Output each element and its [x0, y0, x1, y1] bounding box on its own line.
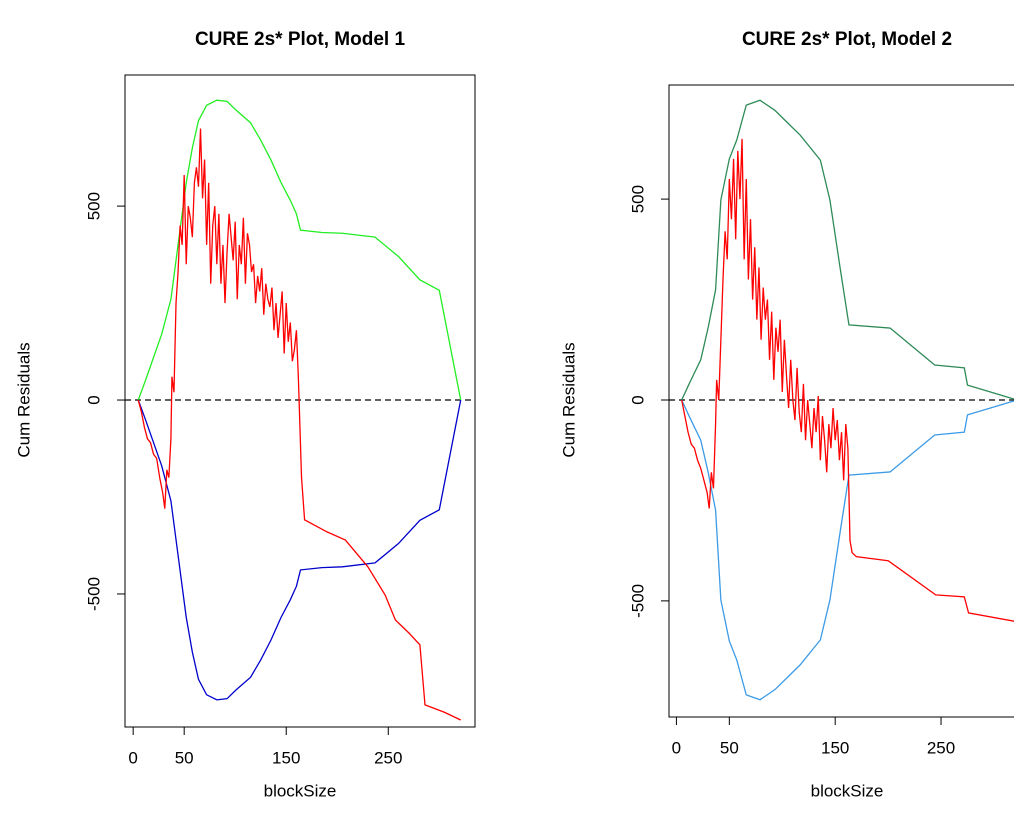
- x-axis-label: blockSize: [811, 781, 884, 800]
- data-line: [681, 399, 1014, 701]
- y-axis-label: Cum Residuals: [559, 342, 578, 457]
- x-tick-label: 50: [175, 748, 194, 767]
- y-tick-label: 500: [84, 192, 103, 220]
- data-line: [137, 399, 462, 701]
- y-tick-label: 0: [628, 395, 647, 404]
- x-tick-label: 150: [272, 748, 300, 767]
- chart-title: CURE 2s* Plot, Model 1: [195, 29, 406, 50]
- x-tick-label: 250: [927, 738, 955, 757]
- data-line: [681, 138, 1014, 622]
- x-tick-label: 150: [821, 738, 849, 757]
- data-line: [137, 99, 462, 401]
- x-tick-label: 50: [720, 738, 739, 757]
- plot-box: [124, 74, 476, 728]
- y-tick-label: 0: [84, 395, 103, 404]
- y-tick-label: 500: [628, 185, 647, 213]
- chart-title: CURE 2s* Plot, Model 2: [742, 29, 952, 50]
- y-tick-label: -500: [628, 584, 647, 618]
- x-tick-label: 0: [672, 738, 681, 757]
- plot-box: [668, 84, 1014, 718]
- data-line: [681, 99, 1014, 401]
- y-axis-label: Cum Residuals: [14, 342, 33, 457]
- y-tick-label: -500: [84, 577, 103, 611]
- x-tick-label: 250: [374, 748, 402, 767]
- x-axis-label: blockSize: [264, 781, 337, 800]
- data-line: [137, 128, 461, 721]
- x-tick-label: 0: [128, 748, 137, 767]
